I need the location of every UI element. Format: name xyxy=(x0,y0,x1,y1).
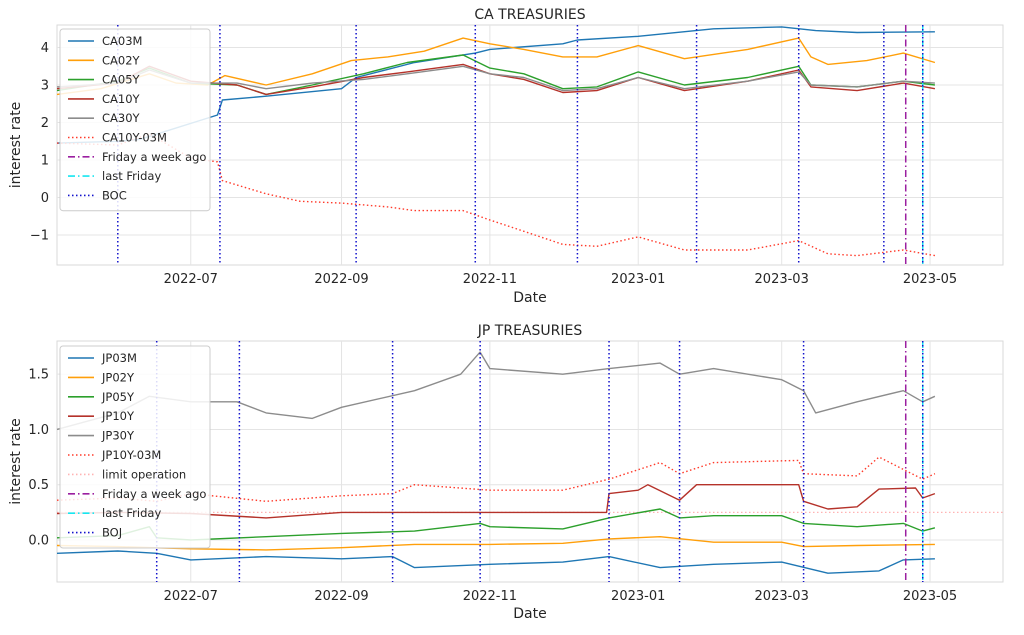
y-tick-label: 0.5 xyxy=(28,478,49,493)
legend-label: last Friday xyxy=(102,169,161,183)
series-line-jp02y xyxy=(56,536,935,551)
x-tick-label: 2023-01 xyxy=(611,589,665,604)
series-line-jp30y xyxy=(56,351,936,431)
legend-label: CA30Y xyxy=(102,111,141,125)
legend-label: JP05Y xyxy=(101,390,135,404)
y-axis-label: interest rate xyxy=(8,102,24,189)
chart-panel-2: 1.5 1.0 0.5 0.0 2022-07 2022-09 2022-11 2023-01… xyxy=(8,323,1004,622)
legend-label: Friday a week ago xyxy=(102,150,206,164)
legend-label: JP10Y-03M xyxy=(101,448,161,462)
legend-box xyxy=(59,345,211,549)
chart-title: CA TREASURIES xyxy=(474,7,585,23)
x-tick-label: 2023-03 xyxy=(755,589,809,604)
y-tick-label: 1.5 xyxy=(28,368,49,383)
x-tick-label: 2023-03 xyxy=(755,272,809,287)
series-line-jp03m xyxy=(56,550,935,574)
x-tick-label: 2023-05 xyxy=(903,589,957,604)
y-tick-label: 3 xyxy=(41,79,49,94)
y-tick-label: 0 xyxy=(41,191,49,206)
y-tick-label: 0.0 xyxy=(28,533,49,548)
x-tick-label: 2023-01 xyxy=(611,272,665,287)
y-tick-label: 4 xyxy=(41,41,49,56)
legend-label: CA02Y xyxy=(102,53,141,67)
legend-label: CA03M xyxy=(102,34,142,48)
x-tick-label: 2022-11 xyxy=(463,272,517,287)
x-tick-label: 2022-07 xyxy=(164,589,218,604)
x-tick-label: 2022-09 xyxy=(314,589,368,604)
plot-area xyxy=(56,24,1004,266)
chart-panel-1: 4 3 2 1 0 −1 2022-07 2022-09 2022-11 2023-01 2023-… xyxy=(8,7,1004,306)
y-axis-label: interest rate xyxy=(8,418,24,505)
series-line-ca30y xyxy=(56,65,935,92)
legend-label: Friday a week ago xyxy=(102,487,206,501)
legend-label: CA10Y-03M xyxy=(102,131,167,145)
legend-label: JP03M xyxy=(101,351,137,365)
legend: JP03M JP02Y JP05Y JP10Y JP30Y JP10Y-03M limit … xyxy=(59,345,211,549)
x-tick-label: 2022-11 xyxy=(463,589,517,604)
plot-area xyxy=(56,340,1004,583)
series-line-jp10y-03m xyxy=(56,456,936,502)
y-tick-label: −1 xyxy=(30,229,49,244)
y-tick-label: 1.0 xyxy=(28,423,49,438)
legend-label: last Friday xyxy=(102,506,161,520)
x-axis-label: Date xyxy=(513,290,546,306)
legend-label: JP30Y xyxy=(101,429,135,443)
series-line-ca10y-03m xyxy=(56,133,936,257)
legend: CA03M CA02Y CA05Y CA10Y CA30Y CA10Y-03M Friday… xyxy=(59,28,211,212)
x-tick-label: 2022-09 xyxy=(314,272,368,287)
series-line-ca05y xyxy=(56,54,935,96)
y-tick-label: 2 xyxy=(41,116,49,131)
x-tick-label: 2022-07 xyxy=(164,272,218,287)
x-tick-label: 2023-05 xyxy=(903,272,957,287)
legend-label: limit operation xyxy=(102,467,186,481)
legend-box xyxy=(59,28,211,212)
y-tick-label: 1 xyxy=(41,154,49,169)
legend-label: CA10Y xyxy=(102,92,141,106)
x-axis-label: Date xyxy=(513,606,546,622)
legend-label: BOJ xyxy=(102,526,122,540)
legend-label: JP10Y xyxy=(101,409,135,423)
series-line-jp10y xyxy=(56,484,936,519)
chart-title: JP TREASURIES xyxy=(477,323,583,339)
legend-label: CA05Y xyxy=(102,73,141,87)
legend-label: JP02Y xyxy=(101,370,135,384)
legend-label: BOC xyxy=(102,188,127,202)
